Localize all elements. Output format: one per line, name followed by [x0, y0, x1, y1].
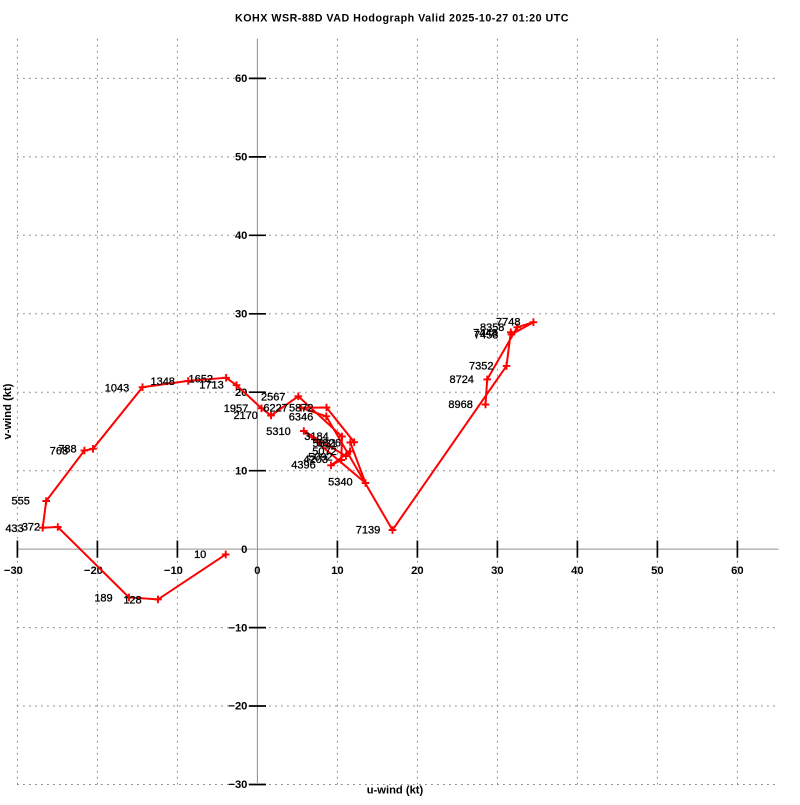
- svg-text:7448: 7448: [473, 327, 497, 339]
- svg-text:−10: −10: [228, 622, 247, 634]
- svg-text:128: 128: [123, 594, 141, 606]
- svg-text:5310: 5310: [266, 426, 290, 438]
- svg-text:433: 433: [5, 523, 23, 535]
- svg-text:10: 10: [235, 465, 247, 477]
- svg-text:50: 50: [651, 565, 663, 577]
- svg-text:1348: 1348: [150, 376, 174, 388]
- svg-text:1043: 1043: [105, 382, 129, 394]
- svg-text:40: 40: [235, 230, 247, 242]
- svg-text:3184: 3184: [304, 431, 328, 443]
- svg-text:10: 10: [331, 565, 343, 577]
- svg-text:−20: −20: [84, 565, 103, 577]
- svg-text:30: 30: [235, 308, 247, 320]
- svg-text:20: 20: [411, 565, 423, 577]
- svg-text:6346: 6346: [289, 411, 313, 423]
- svg-text:20: 20: [235, 387, 247, 399]
- svg-text:5872: 5872: [289, 403, 313, 415]
- svg-text:−30: −30: [228, 779, 247, 791]
- svg-text:372: 372: [22, 522, 40, 534]
- svg-text:40: 40: [571, 565, 583, 577]
- svg-text:u-wind (kt): u-wind (kt): [367, 785, 424, 797]
- svg-text:5340: 5340: [328, 477, 352, 489]
- svg-text:30: 30: [491, 565, 503, 577]
- svg-text:KOHX WSR-88D VAD Hodograph Val: KOHX WSR-88D VAD Hodograph Valid 2025-10…: [235, 13, 569, 25]
- svg-text:788: 788: [58, 444, 76, 456]
- svg-text:189: 189: [94, 593, 112, 605]
- svg-text:4203: 4203: [304, 454, 328, 466]
- svg-text:8968: 8968: [448, 399, 472, 411]
- svg-text:7352: 7352: [469, 360, 493, 372]
- svg-text:1652: 1652: [189, 373, 213, 385]
- svg-text:555: 555: [12, 496, 30, 508]
- svg-text:2567: 2567: [261, 392, 285, 404]
- svg-text:7748: 7748: [496, 317, 520, 329]
- svg-text:−20: −20: [228, 701, 247, 713]
- svg-text:5072: 5072: [312, 446, 336, 458]
- svg-text:1713: 1713: [199, 380, 223, 392]
- svg-text:8724: 8724: [449, 374, 473, 386]
- svg-text:10: 10: [194, 549, 206, 561]
- svg-text:768: 768: [50, 445, 68, 457]
- svg-text:2170: 2170: [233, 410, 257, 422]
- svg-text:60: 60: [731, 565, 743, 577]
- svg-text:−10: −10: [164, 565, 183, 577]
- svg-text:1957: 1957: [224, 403, 248, 415]
- svg-text:0: 0: [241, 544, 247, 556]
- svg-text:7139: 7139: [356, 524, 380, 536]
- svg-text:−30: −30: [4, 565, 23, 577]
- svg-text:v-wind (kt): v-wind (kt): [2, 383, 14, 439]
- svg-text:4396: 4396: [291, 460, 315, 472]
- svg-text:50: 50: [235, 152, 247, 164]
- svg-text:5092: 5092: [308, 451, 332, 463]
- svg-text:60: 60: [235, 73, 247, 85]
- svg-text:0: 0: [254, 565, 260, 577]
- svg-text:5826: 5826: [317, 437, 341, 449]
- svg-text:5631: 5631: [313, 438, 337, 450]
- svg-text:6227: 6227: [263, 403, 287, 415]
- svg-text:8358: 8358: [480, 322, 504, 334]
- svg-text:7458: 7458: [474, 330, 498, 342]
